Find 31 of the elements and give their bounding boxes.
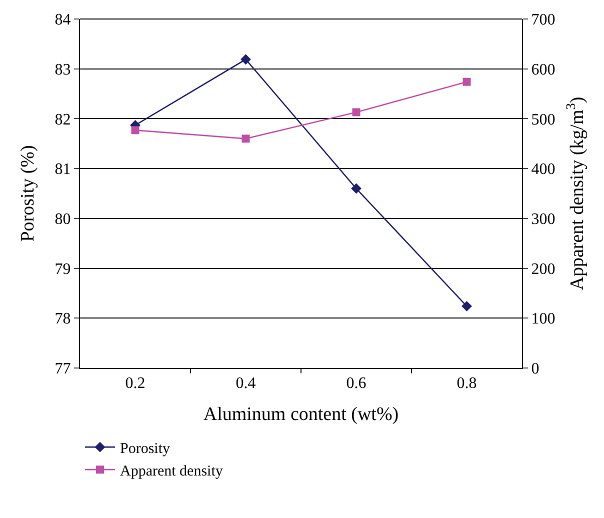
y-tick-label: 77 — [54, 360, 71, 378]
y2-tick-label: 0 — [531, 360, 540, 378]
y2-tick-label: 400 — [531, 161, 556, 178]
point — [352, 108, 360, 116]
x-tick-label: 0.6 — [346, 375, 366, 392]
point — [462, 78, 471, 86]
y2-tick-label: 100 — [531, 310, 556, 328]
legend-label: Apparent density — [120, 463, 224, 480]
x-tick-label: 0.2 — [125, 375, 146, 392]
point — [462, 300, 472, 312]
y2-tick-label: 600 — [531, 61, 556, 78]
y-tick-label: 82 — [54, 111, 71, 128]
y2-tick-label: 700 — [531, 12, 556, 29]
x-tick-label: 0.8 — [456, 375, 477, 392]
y2-tick-label: 500 — [531, 111, 556, 128]
y-tick-label: 84 — [54, 12, 71, 29]
y-tick-label: 78 — [54, 310, 71, 328]
x-axis-title: Aluminum content (wt%) — [203, 404, 399, 425]
y-axis-title: Porosity (%) — [18, 145, 39, 242]
legend-label: Porosity — [120, 440, 171, 457]
y2-tick-label: 300 — [531, 211, 556, 228]
point — [351, 183, 362, 194]
y-tick-label: 80 — [54, 211, 71, 228]
y-tick-label: 81 — [54, 161, 71, 178]
point — [240, 54, 251, 65]
point — [242, 134, 250, 143]
point — [131, 126, 140, 134]
y-tick-label: 79 — [54, 260, 71, 278]
x-tick-label: 0.4 — [236, 375, 256, 392]
y-tick-label: 83 — [54, 61, 71, 78]
y2-tick-label: 200 — [531, 260, 556, 278]
